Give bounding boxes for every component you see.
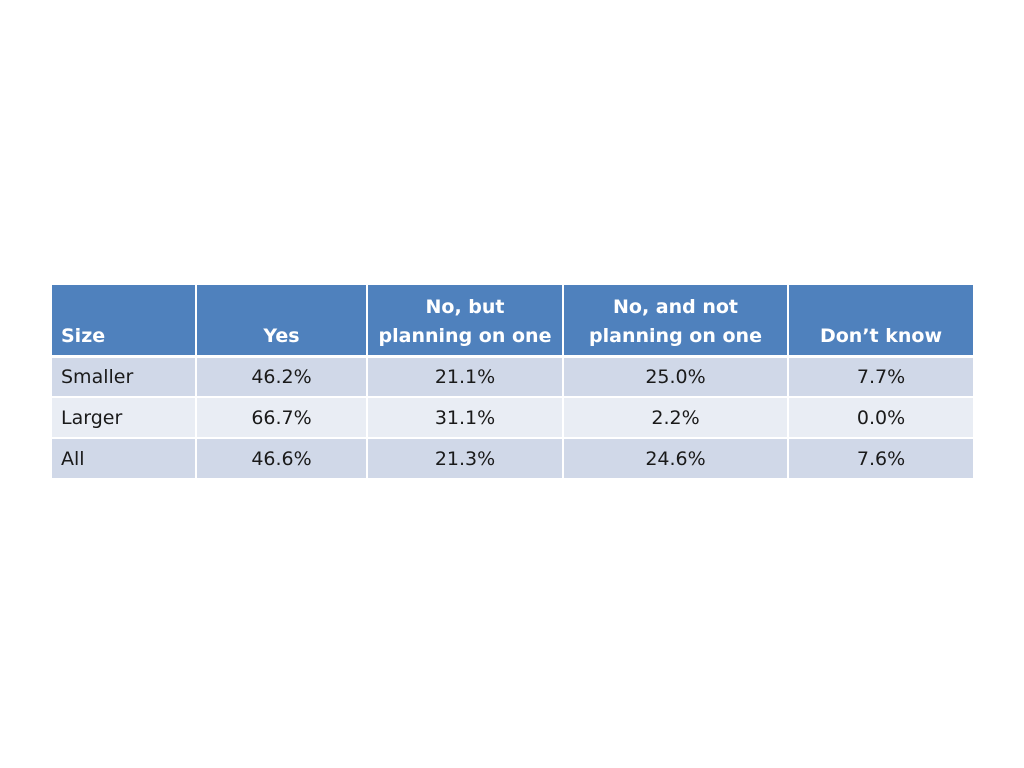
cell-no-not-planning: 24.6% [563,438,789,480]
cell-yes: 46.2% [196,356,368,398]
table-row: Smaller 46.2% 21.1% 25.0% 7.7% [52,356,973,398]
cell-no-not-planning: 2.2% [563,397,789,439]
header-yes: Yes [196,285,368,358]
header-size: Size [52,285,197,358]
table-body: Smaller 46.2% 21.1% 25.0% 7.7% Larger 66… [52,356,973,480]
table-row: Larger 66.7% 31.1% 2.2% 0.0% [52,397,973,439]
table-row: All 46.6% 21.3% 24.6% 7.6% [52,438,973,480]
cell-dont-know: 7.6% [788,438,973,480]
cell-dont-know: 0.0% [788,397,973,439]
header-row: Size Yes No, but planning on one No, and… [52,285,973,358]
cell-size: Smaller [52,356,197,398]
data-table: Size Yes No, but planning on one No, and… [52,285,973,480]
header-dont-know: Don’t know [788,285,973,358]
cell-dont-know: 7.7% [788,356,973,398]
header-no-not-planning: No, and not planning on one [563,285,789,358]
cell-size: All [52,438,197,480]
cell-no-but-planning: 21.3% [367,438,564,480]
header-no-but-planning: No, but planning on one [367,285,564,358]
table-header: Size Yes No, but planning on one No, and… [52,285,973,358]
cell-no-but-planning: 21.1% [367,356,564,398]
cell-yes: 66.7% [196,397,368,439]
cell-size: Larger [52,397,197,439]
cell-no-not-planning: 25.0% [563,356,789,398]
cell-yes: 46.6% [196,438,368,480]
cell-no-but-planning: 31.1% [367,397,564,439]
